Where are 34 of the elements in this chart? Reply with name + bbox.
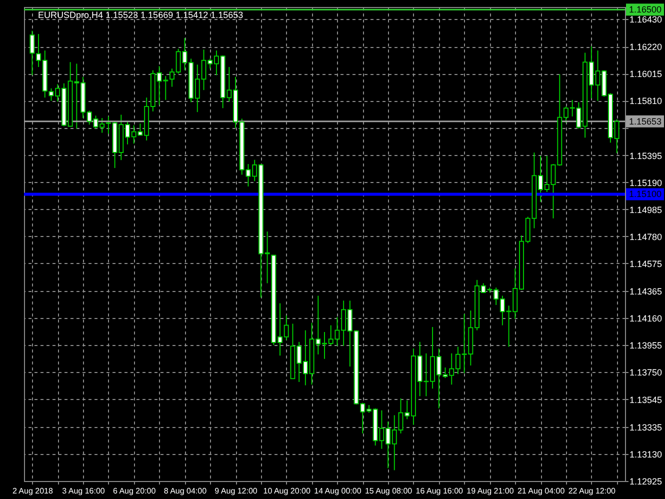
x-tick-label: 14 Aug 00:00	[314, 486, 362, 496]
y-tick-label: 1.13545	[630, 394, 662, 405]
y-tick-label: 1.13955	[630, 340, 662, 351]
x-tick-label: 2 Aug 2018	[12, 486, 54, 496]
y-tick-label: 1.14985	[630, 204, 662, 215]
y-tick-label: 1.13130	[630, 449, 662, 460]
ref-line-label: 1.16500	[629, 4, 662, 15]
y-tick-label: 1.14780	[630, 232, 662, 242]
chart-title: EURUSDpro,H4 1.15523 1.15669 1.15412 1.15653	[38, 10, 244, 20]
y-tick-label: 1.15190	[630, 178, 662, 188]
x-tick-label: 3 Aug 16:00	[62, 486, 106, 496]
y-tick-label: 1.14575	[630, 258, 662, 269]
y-tick-label: 1.14160	[630, 314, 662, 324]
x-tick-label: 16 Aug 16:00	[416, 486, 464, 496]
y-tick-label: 1.12925	[630, 476, 662, 486]
x-tick-label: 22 Aug 12:00	[568, 486, 616, 496]
x-tick-label: 8 Aug 04:00	[164, 486, 208, 496]
y-tick-label: 1.15810	[630, 96, 662, 106]
y-tick-label: 1.16430	[630, 14, 662, 24]
x-tick-label: 9 Aug 12:00	[214, 486, 258, 496]
x-tick-label: 6 Aug 20:00	[112, 486, 156, 496]
y-tick-label: 1.14365	[630, 286, 662, 297]
ref-line-label: 1.15653	[629, 116, 662, 126]
y-tick-label: 1.16220	[630, 42, 662, 52]
y-tick-label: 1.16015	[630, 69, 662, 80]
x-tick-label: 15 Aug 08:00	[364, 486, 413, 496]
y-tick-label: 1.13335	[630, 422, 662, 432]
x-tick-label: 10 Aug 20:00	[263, 486, 311, 496]
candlestick	[30, 30, 35, 76]
x-tick-label: 21 Aug 04:00	[517, 486, 566, 496]
x-tick-label: 19 Aug 21:00	[466, 486, 514, 496]
y-tick-label: 1.13750	[630, 368, 662, 378]
ref-line-label: 1.15100	[629, 189, 662, 200]
y-tick-label: 1.15395	[630, 150, 662, 161]
